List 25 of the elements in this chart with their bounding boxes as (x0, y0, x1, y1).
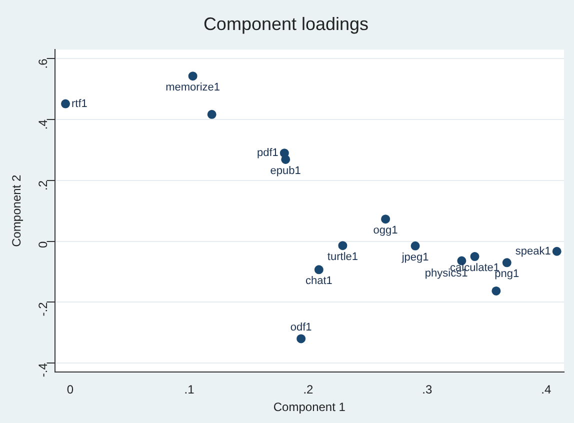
y-axis-title: Component 2 (10, 174, 24, 247)
annotation: memorize1 (166, 82, 220, 94)
annotation: epub1 (270, 165, 301, 177)
y-tick-label: -.4 (36, 362, 50, 378)
y-tick-label: .6 (36, 58, 50, 69)
annotation: rtf1 (72, 98, 88, 110)
x-tick-label: .2 (303, 382, 314, 397)
x-axis-title: Component 1 (273, 400, 346, 414)
chart-title: Component loadings (203, 14, 369, 34)
y-tick-label: -.2 (36, 302, 50, 316)
y-tick-label: .2 (36, 180, 50, 190)
annotation: png1 (494, 268, 520, 280)
annotation: ogg1 (373, 224, 398, 237)
annotation: pdf1 (256, 147, 278, 160)
y-tick-label: .4 (36, 119, 50, 130)
x-tick-label: .4 (541, 382, 552, 397)
annotation: turtle1 (327, 251, 358, 264)
annotation: jpeg1 (400, 251, 429, 264)
x-tick-label: .3 (422, 382, 433, 397)
x-tick-label: .1 (184, 382, 195, 397)
annotation: odf1 (290, 321, 312, 334)
y-tick-label: 0 (36, 241, 50, 248)
x-tick-label: 0 (66, 382, 74, 397)
annotation: speak1 (515, 245, 551, 258)
annotation: chat1 (305, 275, 332, 288)
